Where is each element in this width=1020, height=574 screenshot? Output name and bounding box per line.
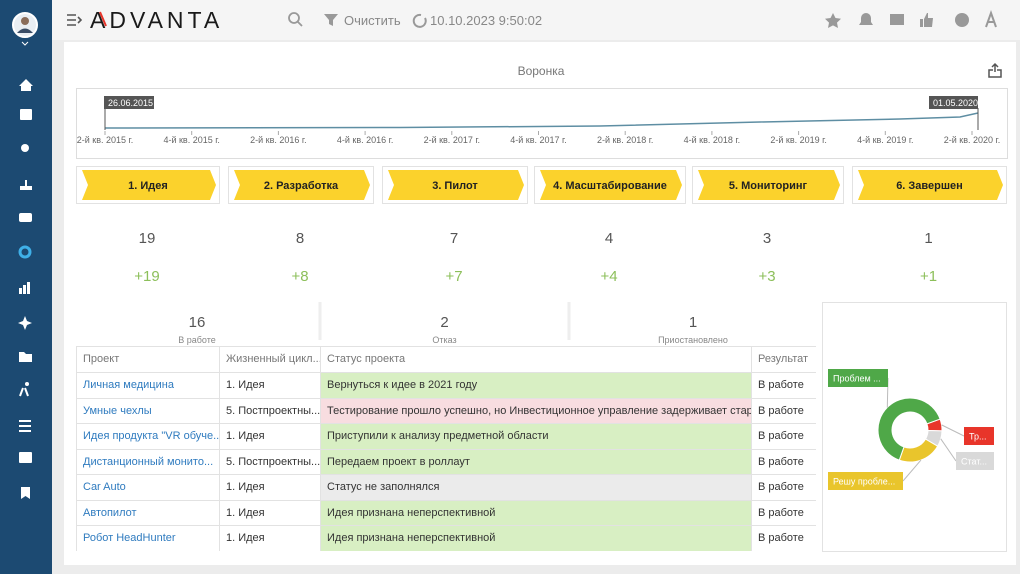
stat-value: 16	[189, 314, 206, 331]
stage-delta: +1	[920, 268, 937, 285]
donut-label: Тр...	[969, 432, 987, 442]
table-status: Вернуться к идее в 2021 году	[321, 373, 752, 399]
timeline-end: 01.05.2020	[933, 98, 978, 108]
table-status: Идея признана неперспективной	[321, 501, 752, 527]
panel-title: Воронка	[518, 64, 565, 78]
table-status: Передаем проект в роллаут	[321, 450, 752, 476]
timeline-tick-label: 4-й кв. 2019 г.	[857, 135, 913, 145]
table-result: В работе	[752, 373, 816, 399]
stage-count: 19	[139, 230, 156, 247]
table-project[interactable]: Умные чехлы	[77, 399, 220, 425]
donut-label: Проблем ...	[833, 374, 881, 384]
stage-label: 3. Пилот	[432, 180, 478, 192]
timeline-start: 26.06.2015	[108, 98, 153, 108]
stage-label: 1. Идея	[128, 180, 168, 192]
table-result: В работе	[752, 475, 816, 501]
stat-value: 1	[689, 314, 697, 331]
stage-delta: +3	[758, 268, 775, 285]
projects-table: ПроектЖизненный цикл...Статус проектаРез…	[76, 346, 816, 551]
stage-delta: +7	[445, 268, 462, 285]
table-project[interactable]: Идея продукта "VR обуче...	[77, 424, 220, 450]
stage-count: 1	[924, 230, 932, 247]
table-result: В работе	[752, 526, 816, 551]
stat-label: Приостановлено	[658, 335, 728, 345]
table-lifecycle: 1. Идея	[220, 424, 321, 450]
table-status: Приступили к анализу предметной области	[321, 424, 752, 450]
timeline-tick-label: 4-й кв. 2016 г.	[337, 135, 393, 145]
stage-delta: +8	[291, 268, 308, 285]
stage-label: 4. Масштабирование	[553, 180, 667, 192]
donut-label: Стат...	[961, 457, 987, 467]
table-lifecycle: 5. Постпроектны...	[220, 450, 321, 476]
table-lifecycle: 1. Идея	[220, 501, 321, 527]
table-result: В работе	[752, 424, 816, 450]
table-status: Статус не заполнялся	[321, 475, 752, 501]
table-status: Идея признана неперспективной	[321, 526, 752, 551]
table-lifecycle: 1. Идея	[220, 373, 321, 399]
stage-count: 4	[605, 230, 613, 247]
column-header[interactable]: Жизненный цикл...	[220, 347, 321, 373]
stage-delta: +19	[134, 268, 159, 285]
table-status: Тестирование прошло успешно, но Инвестиц…	[321, 399, 752, 425]
timeline-tick-label: 4-й кв. 2015 г.	[163, 135, 219, 145]
timeline-tick-label: 2-й кв. 2020 г.	[944, 135, 1000, 145]
table-project[interactable]: Личная медицина	[77, 373, 220, 399]
table-project[interactable]: Автопилот	[77, 501, 220, 527]
timeline-tick-label: 2-й кв. 2018 г.	[597, 135, 653, 145]
timeline-tick-label: 2-й кв. 2015 г.	[77, 135, 133, 145]
table-project[interactable]: Робот HeadHunter	[77, 526, 220, 551]
column-header[interactable]: Проект	[77, 347, 220, 373]
stage-delta: +4	[600, 268, 617, 285]
table-result: В работе	[752, 399, 816, 425]
table-lifecycle: 1. Идея	[220, 475, 321, 501]
timeline-box	[77, 89, 1008, 159]
table-project[interactable]: Дистанционный монито...	[77, 450, 220, 476]
timeline-tick-label: 4-й кв. 2017 г.	[510, 135, 566, 145]
timeline-tick-label: 4-й кв. 2018 г.	[684, 135, 740, 145]
stat-label: Отказ	[432, 335, 456, 345]
table-project[interactable]: Car Auto	[77, 475, 220, 501]
export-icon[interactable]	[989, 64, 1001, 77]
donut-label: Решу пробле...	[833, 477, 895, 487]
stage-label: 5. Мониторинг	[729, 180, 808, 192]
table-lifecycle: 1. Идея	[220, 526, 321, 551]
stage-label: 2. Разработка	[264, 180, 339, 192]
stage-count: 7	[450, 230, 458, 247]
timeline-tick-label: 2-й кв. 2019 г.	[770, 135, 826, 145]
stat-label: В работе	[178, 335, 216, 345]
column-header[interactable]: Результат	[752, 347, 816, 373]
timeline-tick-label: 2-й кв. 2016 г.	[250, 135, 306, 145]
stat-value: 2	[440, 314, 448, 331]
table-result: В работе	[752, 501, 816, 527]
stage-count: 3	[763, 230, 771, 247]
column-header[interactable]: Статус проекта	[321, 347, 752, 373]
table-result: В работе	[752, 450, 816, 476]
table-lifecycle: 5. Постпроектны...	[220, 399, 321, 425]
timeline-tick-label: 2-й кв. 2017 г.	[424, 135, 480, 145]
stage-count: 8	[296, 230, 304, 247]
stage-label: 6. Завершен	[896, 180, 963, 192]
